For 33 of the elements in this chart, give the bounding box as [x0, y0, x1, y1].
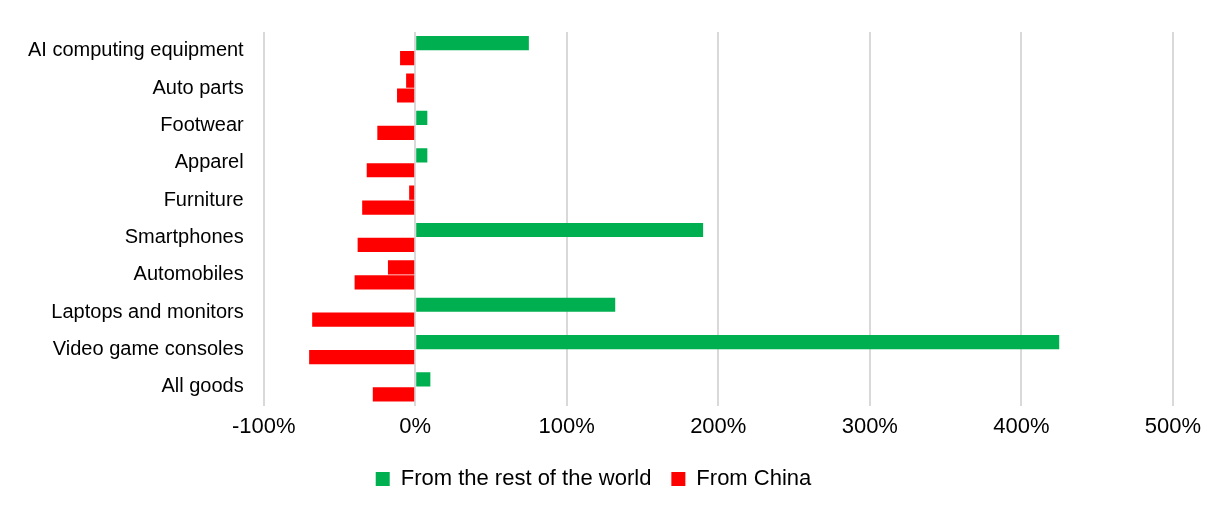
x-tick-label: 0%	[399, 412, 432, 438]
y-tick-label: Footwear	[160, 112, 245, 135]
bar	[416, 222, 704, 238]
y-tick-label: Automobiles	[133, 262, 244, 285]
legend-label: From the rest of the world	[400, 465, 652, 491]
bar	[416, 110, 428, 126]
bar	[416, 148, 428, 163]
x-tick-label: 200%	[690, 412, 747, 438]
y-tick-label: Apparel	[174, 150, 244, 173]
y-tick-label: Laptops and monitors	[51, 299, 244, 322]
x-tick-label: 400%	[993, 412, 1050, 438]
x-tick-label: 100%	[538, 412, 595, 438]
bar	[312, 312, 415, 327]
bar	[377, 125, 415, 140]
bar	[400, 51, 415, 66]
x-tick-label: 300%	[841, 412, 898, 438]
bar	[416, 334, 1060, 350]
y-tick-label: All goods	[161, 374, 244, 397]
legend-label: From China	[696, 465, 813, 491]
bar	[366, 163, 415, 178]
bar	[357, 237, 415, 253]
x-tick-label: -100%	[231, 412, 296, 438]
y-tick-label: Furniture	[163, 187, 244, 210]
bar	[416, 297, 616, 312]
y-tick-label: Smartphones	[124, 225, 244, 247]
y-tick-label: Auto parts	[152, 75, 244, 98]
bar	[309, 349, 415, 365]
bar	[372, 387, 415, 402]
y-tick-label: AI computing equipment	[28, 38, 245, 61]
x-tick-label: 500%	[1144, 412, 1202, 438]
bar	[416, 372, 431, 387]
bar	[416, 36, 529, 51]
y-tick-label: Video game consoles	[52, 337, 244, 360]
